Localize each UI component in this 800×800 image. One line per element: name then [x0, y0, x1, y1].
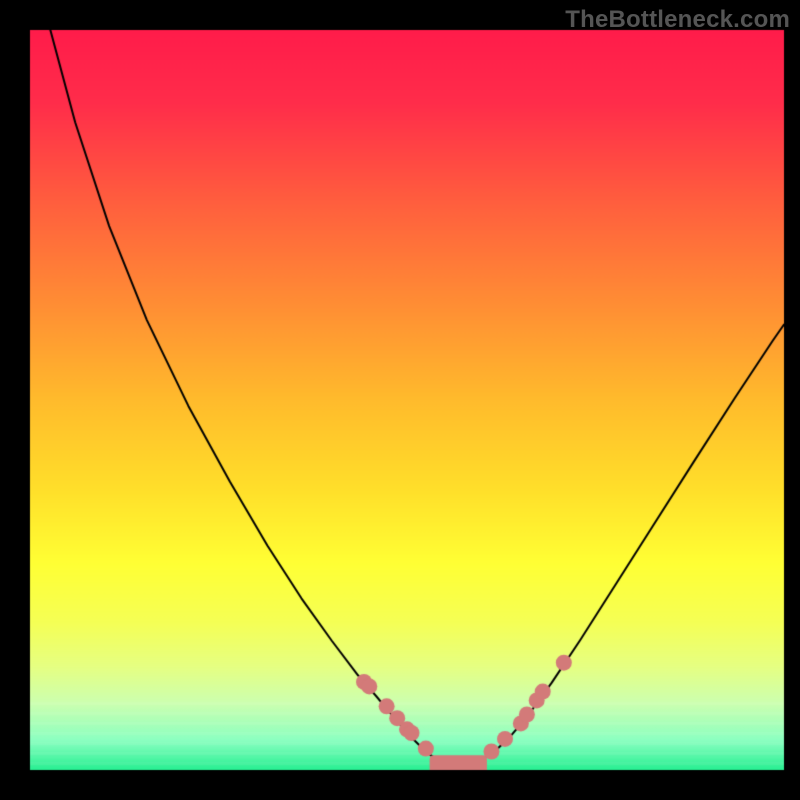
watermark-text: TheBottleneck.com — [565, 6, 790, 34]
bottleneck-chart — [0, 0, 800, 800]
